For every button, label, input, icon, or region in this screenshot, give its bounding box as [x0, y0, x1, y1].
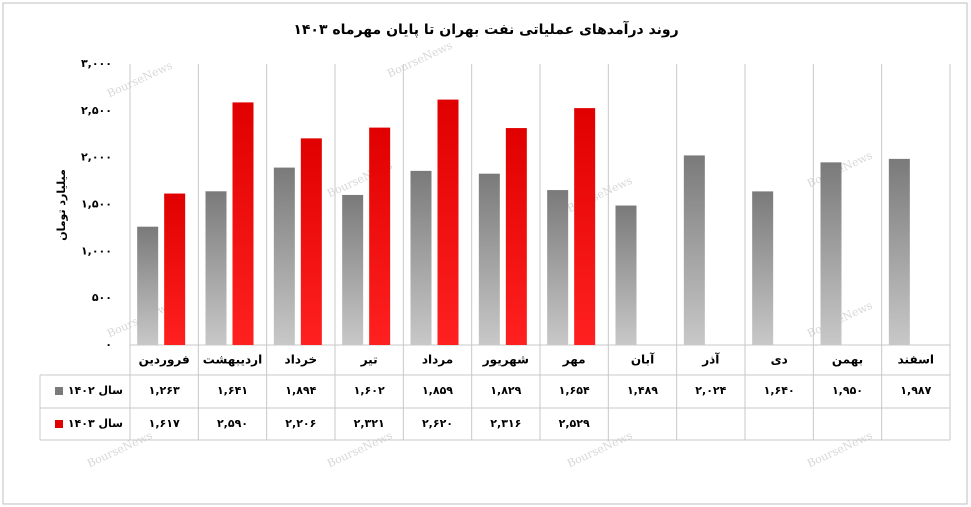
bar	[342, 194, 364, 345]
bar	[273, 167, 295, 345]
x-tick-label: بهمن	[832, 353, 863, 367]
data-table-value: ۱,۶۴۱	[217, 384, 248, 397]
y-tick-label: ۵۰۰	[92, 291, 112, 304]
data-table-value: ۱,۹۸۷	[900, 384, 931, 397]
x-tick-label: فروردین	[139, 353, 190, 368]
data-table-value: ۲,۰۲۴	[695, 384, 726, 397]
x-tick-label: مهر	[562, 353, 586, 367]
x-tick-label: اردیبهشت	[203, 353, 262, 367]
y-tick-label: ۱,۵۰۰	[81, 198, 112, 211]
bar	[232, 102, 254, 345]
bar	[478, 173, 500, 345]
y-tick-label: ۲,۰۰۰	[81, 151, 112, 164]
y-tick-label: ۱,۰۰۰	[81, 244, 112, 257]
bar	[615, 205, 637, 345]
y-tick-label: ۳,۰۰۰	[81, 57, 112, 70]
x-tick-label: آذر	[701, 352, 720, 367]
chart-title: روند درآمدهای عملیاتی نفت بهران تا پایان…	[293, 20, 678, 38]
data-table-value: ۱,۸۲۹	[490, 384, 521, 397]
y-axis-label: میلیارد تومان	[55, 169, 68, 241]
bar	[574, 108, 596, 345]
legend-label: سال ۱۴۰۳	[68, 417, 123, 430]
x-tick-label: شهریور	[482, 353, 529, 368]
bar	[164, 193, 186, 345]
data-table-value: ۲,۵۲۹	[559, 417, 590, 430]
data-table-value: ۱,۶۴۰	[764, 384, 795, 397]
legend-swatch	[55, 420, 63, 428]
bar	[752, 191, 774, 345]
data-table-value: ۲,۳۱۶	[490, 417, 521, 430]
legend-label: سال ۱۴۰۲	[68, 384, 123, 397]
data-table-value: ۱,۹۵۰	[832, 384, 863, 397]
x-tick-label: تیر	[360, 353, 378, 367]
x-tick-label: مرداد	[422, 353, 453, 367]
x-tick-label: آبان	[631, 352, 655, 367]
data-table-value: ۱,۲۶۳	[149, 384, 180, 397]
data-table-value: ۱,۴۸۹	[627, 384, 658, 397]
data-table-value: ۲,۵۹۰	[217, 417, 248, 430]
y-tick-label: ۰	[105, 338, 112, 351]
bar	[437, 99, 459, 346]
data-table-value: ۱,۶۱۷	[149, 417, 180, 430]
bar	[300, 138, 322, 345]
data-table-value: ۲,۲۰۶	[285, 417, 316, 430]
y-tick-label: ۲,۵۰۰	[81, 104, 112, 117]
data-table-value: ۱,۸۹۴	[285, 384, 316, 397]
bar	[137, 226, 159, 345]
bar	[820, 162, 842, 345]
bar	[547, 190, 569, 345]
bar	[683, 155, 705, 345]
bar	[410, 170, 432, 345]
bar	[505, 128, 527, 345]
legend-swatch	[55, 387, 63, 395]
data-table-value: ۱,۶۵۴	[559, 384, 590, 397]
bar	[888, 158, 910, 345]
data-table-value: ۱,۶۰۲	[354, 384, 385, 397]
bar	[369, 127, 391, 345]
bar	[205, 191, 227, 345]
data-table-value: ۲,۶۲۰	[422, 417, 453, 430]
x-tick-label: دی	[771, 353, 788, 367]
data-table-value: ۱,۸۵۹	[422, 384, 453, 397]
data-table-value: ۲,۳۲۱	[354, 417, 385, 430]
x-tick-label: اسفند	[898, 353, 934, 367]
x-tick-label: خرداد	[285, 353, 318, 367]
